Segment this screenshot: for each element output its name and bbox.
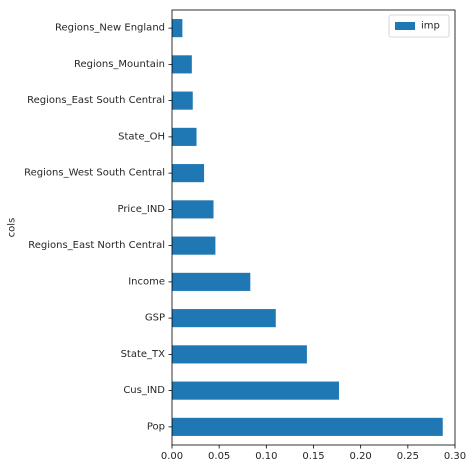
bar-regions-new-england [172,19,183,38]
x-ticks: 0.00 0.05 0.10 0.15 0.20 0.25 0.30 [161,445,466,462]
bar-income [172,272,251,291]
y-tick-label: Price_IND [117,204,165,215]
bars-group [172,19,443,436]
y-ticks: Pop Cus_IND State_TX GSP Income Regions_East … [24,23,172,432]
y-tick-label: Income [128,276,165,287]
y-tick-label: Pop [147,421,165,432]
legend-label: imp [421,21,440,32]
bar-gsp [172,309,276,328]
x-tick-label: 0.10 [255,451,277,462]
bar-state-tx [172,345,307,364]
bar-regions-east-south-central [172,91,193,110]
x-tick-label: 0.20 [350,451,372,462]
y-tick-label: State_OH [118,131,165,142]
bar-regions-east-north-central [172,236,216,255]
x-tick-label: 0.15 [302,451,324,462]
legend-box [388,14,450,38]
y-tick-label: Regions_West South Central [24,168,165,179]
plot-area [172,10,455,445]
y-tick-label: Cus_IND [123,385,165,396]
y-tick-label: Regions_East North Central [28,240,165,251]
x-tick-label: 0.30 [444,451,466,462]
bar-state-oh [172,127,197,146]
y-tick-label: Regions_Mountain [74,59,165,70]
legend: imp [388,14,450,38]
y-tick-label: Regions_New England [55,23,165,34]
y-tick-label: State_TX [121,349,166,360]
x-tick-label: 0.00 [161,451,183,462]
y-tick-label: GSP [145,313,165,324]
plot-frame [171,9,456,446]
bar-regions-west-south-central [172,164,205,183]
x-tick-label: 0.05 [208,451,230,462]
legend-swatch [395,22,415,30]
bar-cus-ind [172,381,339,400]
bar-regions-mountain [172,55,192,74]
bar-price-ind [172,200,214,219]
x-tick-label: 0.25 [397,451,419,462]
y-tick-label: Regions_East South Central [27,95,165,106]
bar-pop [172,417,443,436]
y-axis-label: cols [7,218,18,238]
